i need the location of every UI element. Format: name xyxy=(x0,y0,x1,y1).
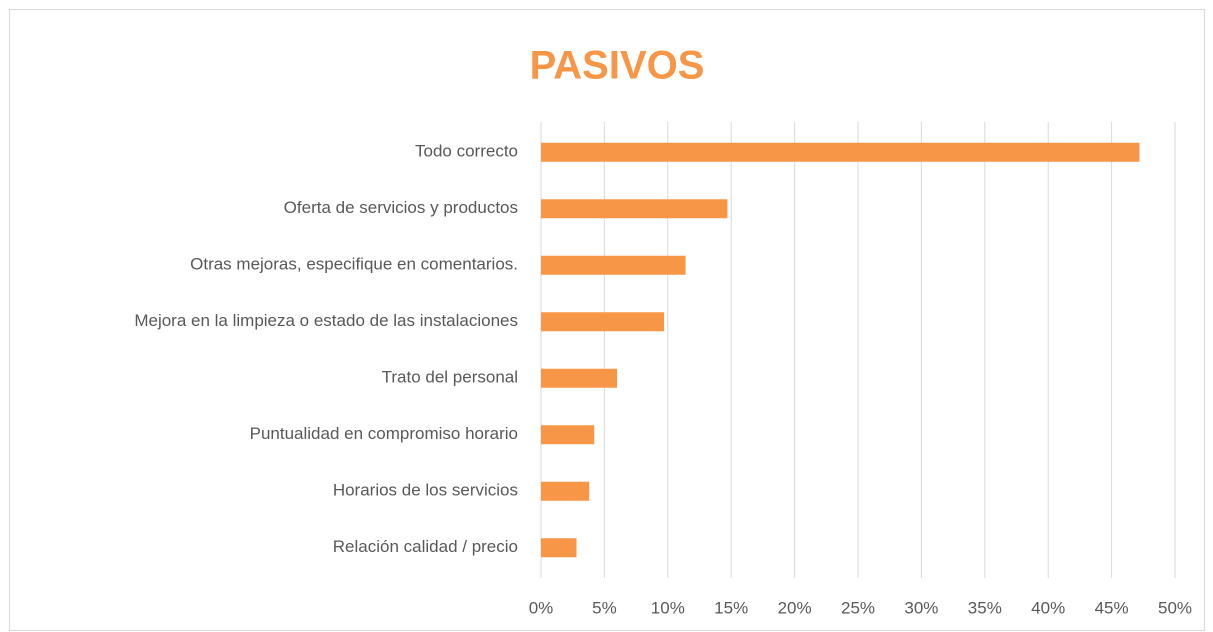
y-tick-label: Relación calidad / precio xyxy=(333,537,518,556)
chart-title: PASIVOS xyxy=(530,44,705,88)
bar xyxy=(541,199,728,219)
x-tick-label: 45% xyxy=(1095,598,1129,617)
x-tick-label: 0% xyxy=(529,598,554,617)
bar xyxy=(541,481,590,501)
bar xyxy=(541,538,577,558)
y-tick-label: Puntualidad en compromiso horario xyxy=(250,424,518,443)
bar xyxy=(541,368,618,388)
y-tick-label: Otras mejoras, especifique en comentario… xyxy=(190,255,518,274)
bar xyxy=(541,425,595,445)
bar xyxy=(541,312,664,332)
x-tick-label: 15% xyxy=(714,598,748,617)
y-tick-label: Oferta de servicios y productos xyxy=(284,198,518,217)
y-tick-label: Horarios de los servicios xyxy=(333,481,518,500)
x-tick-label: 20% xyxy=(778,598,812,617)
x-tick-label: 35% xyxy=(968,598,1002,617)
x-tick-label: 40% xyxy=(1031,598,1065,617)
bar xyxy=(541,255,686,275)
bar xyxy=(541,142,1140,162)
y-tick-label: Trato del personal xyxy=(382,368,518,387)
y-tick-label: Todo correcto xyxy=(415,142,518,161)
x-tick-label: 25% xyxy=(841,598,875,617)
x-tick-label: 5% xyxy=(592,598,617,617)
x-tick-label: 10% xyxy=(651,598,685,617)
x-tick-label: 50% xyxy=(1158,598,1192,617)
y-tick-label: Mejora en la limpieza o estado de las in… xyxy=(134,311,518,330)
x-tick-label: 30% xyxy=(904,598,938,617)
